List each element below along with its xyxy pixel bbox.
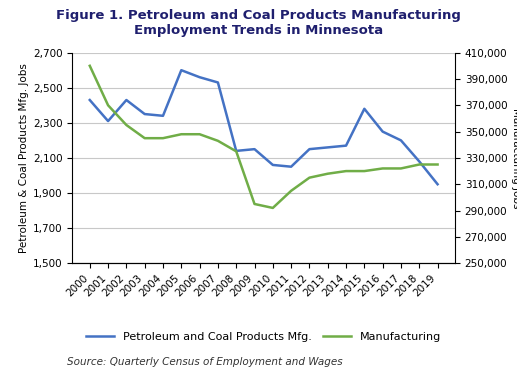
Petroleum and Coal Products Mfg. xyxy=(325,145,331,150)
Petroleum and Coal Products Mfg. xyxy=(270,163,276,167)
Petroleum and Coal Products Mfg. xyxy=(105,119,111,123)
Petroleum and Coal Products Mfg. xyxy=(160,114,166,118)
Petroleum and Coal Products Mfg. xyxy=(434,182,440,186)
Manufacturing xyxy=(270,206,276,210)
Petroleum and Coal Products Mfg. xyxy=(215,80,221,85)
Manufacturing xyxy=(215,139,221,143)
Manufacturing xyxy=(379,166,386,171)
Petroleum and Coal Products Mfg. xyxy=(233,149,239,153)
Manufacturing xyxy=(233,149,239,154)
Line: Petroleum and Coal Products Mfg.: Petroleum and Coal Products Mfg. xyxy=(90,70,437,184)
Line: Manufacturing: Manufacturing xyxy=(90,66,437,208)
Legend: Petroleum and Coal Products Mfg., Manufacturing: Petroleum and Coal Products Mfg., Manufa… xyxy=(86,332,441,342)
Petroleum and Coal Products Mfg. xyxy=(361,106,368,111)
Y-axis label: Petroleum & Coal Products Mfg. Jobs: Petroleum & Coal Products Mfg. Jobs xyxy=(19,63,29,253)
Text: Employment Trends in Minnesota: Employment Trends in Minnesota xyxy=(134,24,383,38)
Petroleum and Coal Products Mfg. xyxy=(398,138,404,143)
Manufacturing xyxy=(142,136,148,141)
Manufacturing xyxy=(288,189,294,193)
Manufacturing xyxy=(196,132,203,136)
Manufacturing xyxy=(398,166,404,171)
Petroleum and Coal Products Mfg. xyxy=(307,147,313,152)
Petroleum and Coal Products Mfg. xyxy=(142,112,148,116)
Y-axis label: Manufacturing Jobs: Manufacturing Jobs xyxy=(511,108,517,208)
Manufacturing xyxy=(343,169,349,173)
Manufacturing xyxy=(123,123,129,127)
Manufacturing xyxy=(105,103,111,108)
Petroleum and Coal Products Mfg. xyxy=(288,164,294,169)
Manufacturing xyxy=(361,169,368,173)
Petroleum and Coal Products Mfg. xyxy=(379,129,386,134)
Text: Figure 1. Petroleum and Coal Products Manufacturing: Figure 1. Petroleum and Coal Products Ma… xyxy=(56,9,461,23)
Petroleum and Coal Products Mfg. xyxy=(87,98,93,102)
Petroleum and Coal Products Mfg. xyxy=(123,98,129,102)
Manufacturing xyxy=(416,162,422,167)
Petroleum and Coal Products Mfg. xyxy=(416,159,422,164)
Manufacturing xyxy=(178,132,185,136)
Text: Source: Quarterly Census of Employment and Wages: Source: Quarterly Census of Employment a… xyxy=(67,356,343,367)
Manufacturing xyxy=(251,202,257,206)
Manufacturing xyxy=(325,171,331,176)
Manufacturing xyxy=(87,64,93,68)
Petroleum and Coal Products Mfg. xyxy=(196,75,203,79)
Petroleum and Coal Products Mfg. xyxy=(251,147,257,152)
Petroleum and Coal Products Mfg. xyxy=(178,68,185,73)
Petroleum and Coal Products Mfg. xyxy=(343,143,349,148)
Manufacturing xyxy=(434,162,440,167)
Manufacturing xyxy=(160,136,166,141)
Manufacturing xyxy=(307,176,313,180)
